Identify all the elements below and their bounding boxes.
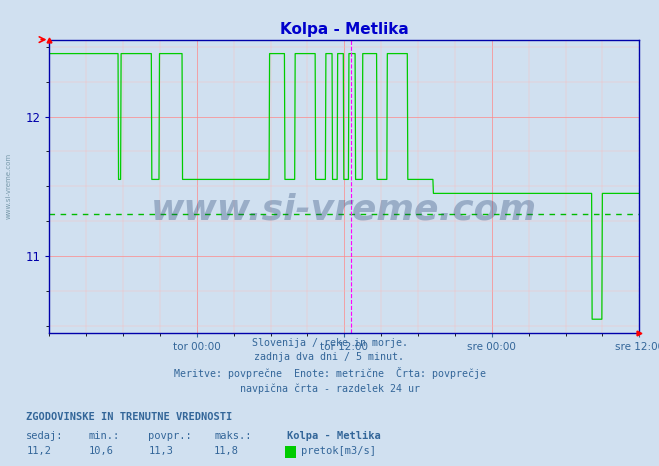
Text: Slovenija / reke in morje.
zadnja dva dni / 5 minut.
Meritve: povprečne  Enote: : Slovenija / reke in morje. zadnja dva dn… <box>173 338 486 394</box>
Text: 11,8: 11,8 <box>214 446 239 456</box>
Text: povpr.:: povpr.: <box>148 431 192 441</box>
Text: sedaj:: sedaj: <box>26 431 64 441</box>
Text: www.si-vreme.com: www.si-vreme.com <box>152 193 537 227</box>
Text: 11,3: 11,3 <box>148 446 173 456</box>
Title: Kolpa - Metlika: Kolpa - Metlika <box>280 22 409 37</box>
Text: pretok[m3/s]: pretok[m3/s] <box>301 446 376 456</box>
Text: min.:: min.: <box>89 431 120 441</box>
Text: maks.:: maks.: <box>214 431 252 441</box>
Text: Kolpa - Metlika: Kolpa - Metlika <box>287 431 380 441</box>
Text: 10,6: 10,6 <box>89 446 114 456</box>
Text: ZGODOVINSKE IN TRENUTNE VREDNOSTI: ZGODOVINSKE IN TRENUTNE VREDNOSTI <box>26 412 233 422</box>
Text: 11,2: 11,2 <box>26 446 51 456</box>
Text: www.si-vreme.com: www.si-vreme.com <box>5 153 11 219</box>
